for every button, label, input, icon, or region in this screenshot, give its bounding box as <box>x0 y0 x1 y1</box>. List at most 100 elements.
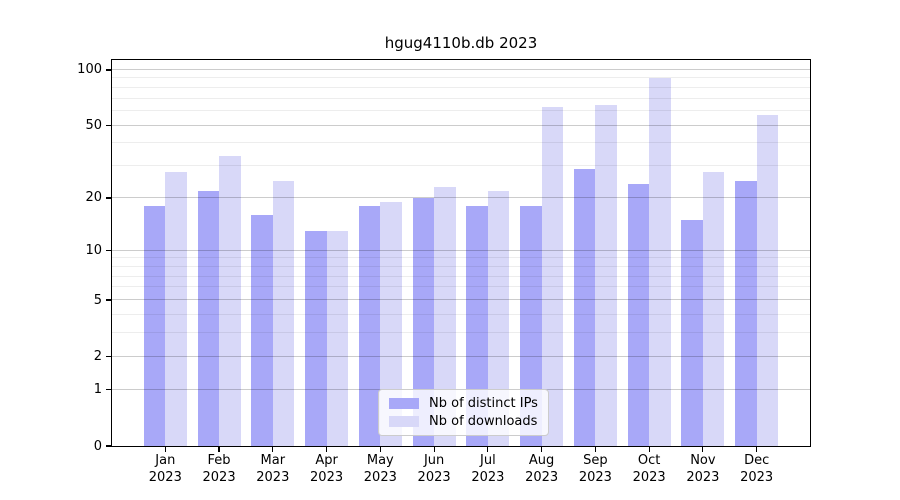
x-tick-label-month: Feb <box>207 453 231 468</box>
x-tick-label: Jun 2023 <box>402 452 466 486</box>
x-tick-mark <box>164 447 166 452</box>
x-tick-label: Nov 2023 <box>671 452 735 486</box>
x-tick-label-month: Oct <box>637 453 661 468</box>
y-tick-mark <box>106 445 112 447</box>
x-tick-label: Aug 2023 <box>510 452 574 486</box>
x-tick-label-year: 2023 <box>578 470 612 485</box>
y-tick-mark <box>106 355 112 358</box>
gridline-minor <box>112 86 810 88</box>
bar-downloads <box>487 190 510 446</box>
y-tick-label: 2 <box>93 348 102 364</box>
chart-title: hgug4110b.db 2023 <box>384 34 538 52</box>
bar-downloads <box>380 201 402 446</box>
x-tick-label: Oct 2023 <box>617 452 681 486</box>
y-tick-mark <box>106 125 112 127</box>
x-tick-mark <box>648 447 650 452</box>
x-tick-mark <box>756 447 758 452</box>
gridline-minor <box>112 142 810 144</box>
legend: Nb of distinct IPs Nb of downloads <box>378 389 549 436</box>
x-tick-mark <box>379 447 381 452</box>
bar-distinct-ips <box>466 206 488 446</box>
x-tick-label: Feb 2023 <box>187 452 251 486</box>
x-tick-label-month: Aug <box>528 453 555 468</box>
bar-distinct-ips <box>573 168 596 446</box>
x-tick-mark <box>541 447 543 452</box>
y-tick-label: 1 <box>93 382 102 398</box>
x-tick-mark <box>272 447 274 452</box>
bar-downloads <box>219 156 241 446</box>
x-tick-label: Jul 2023 <box>456 452 520 486</box>
legend-item: Nb of distinct IPs <box>389 396 538 411</box>
bar-downloads <box>434 187 456 446</box>
y-tick-label: 5 <box>93 292 102 308</box>
x-tick-label-year: 2023 <box>310 470 344 485</box>
y-tick-mark <box>106 69 112 71</box>
x-tick-label-month: Jun <box>423 453 445 468</box>
bar-distinct-ips <box>197 190 220 446</box>
bar-distinct-ips <box>412 197 435 446</box>
x-tick-label-year: 2023 <box>632 470 666 485</box>
x-tick-mark <box>487 447 489 452</box>
x-tick-label: Apr 2023 <box>295 452 359 486</box>
plot-area <box>111 59 811 447</box>
x-tick-label-month: Jan <box>155 453 176 468</box>
bar-downloads <box>541 107 564 446</box>
bar-downloads <box>702 171 725 446</box>
legend-item: Nb of downloads <box>389 414 538 429</box>
bar-distinct-ips <box>305 231 327 446</box>
y-tick-label: 100 <box>77 62 102 78</box>
x-tick-label: Dec 2023 <box>725 452 789 486</box>
bar-distinct-ips <box>520 206 542 446</box>
gridline-minor <box>112 110 810 112</box>
bar-distinct-ips <box>251 215 273 446</box>
bar-distinct-ips <box>143 206 166 446</box>
bar-downloads <box>756 115 779 446</box>
x-tick-label: Mar 2023 <box>241 452 305 486</box>
x-tick-label-year: 2023 <box>417 470 451 485</box>
x-tick-label: May 2023 <box>348 452 412 486</box>
bar-downloads <box>595 104 617 446</box>
y-tick-mark <box>106 250 112 252</box>
x-tick-label-month: Dec <box>744 453 770 468</box>
bar-downloads <box>165 171 187 446</box>
y-tick-label: 50 <box>85 118 102 134</box>
x-tick-label-year: 2023 <box>471 470 505 485</box>
x-tick-label-month: Nov <box>690 453 716 468</box>
x-tick-label-year: 2023 <box>363 470 397 485</box>
x-tick-label-month: May <box>366 453 394 468</box>
x-tick-label-year: 2023 <box>686 470 720 485</box>
x-tick-label-year: 2023 <box>256 470 290 485</box>
gridline-minor <box>112 77 810 79</box>
gridline-minor <box>112 97 810 99</box>
x-tick-label-year: 2023 <box>525 470 559 485</box>
y-tick-mark <box>106 299 112 301</box>
x-tick-mark <box>325 447 328 452</box>
bar-downloads <box>272 180 295 446</box>
x-tick-label-month: Sep <box>583 453 608 468</box>
bar-distinct-ips <box>735 180 757 446</box>
legend-swatch <box>389 398 419 409</box>
bar-downloads <box>326 231 349 446</box>
x-tick-mark <box>433 447 435 452</box>
y-tick-label: 20 <box>85 190 102 206</box>
x-tick-label: Jan 2023 <box>133 452 197 486</box>
x-tick-label-month: Jul <box>480 453 496 468</box>
gridline-major <box>112 69 810 70</box>
x-tick-mark <box>702 447 704 452</box>
x-tick-mark <box>594 447 596 452</box>
x-tick-label-month: Apr <box>315 453 338 468</box>
x-tick-label: Sep 2023 <box>563 452 627 486</box>
y-tick-mark <box>106 388 112 391</box>
x-tick-mark <box>218 447 220 452</box>
x-tick-label-year: 2023 <box>740 470 774 485</box>
legend-label: Nb of downloads <box>429 414 538 429</box>
gridline-minor <box>112 165 810 167</box>
gridline-major <box>112 124 810 126</box>
bar-distinct-ips <box>358 206 381 446</box>
y-tick-label: 10 <box>85 243 102 259</box>
x-tick-label-year: 2023 <box>202 470 236 485</box>
bar-distinct-ips <box>681 220 703 446</box>
x-tick-label-year: 2023 <box>148 470 182 485</box>
x-tick-label-month: Mar <box>260 453 286 468</box>
